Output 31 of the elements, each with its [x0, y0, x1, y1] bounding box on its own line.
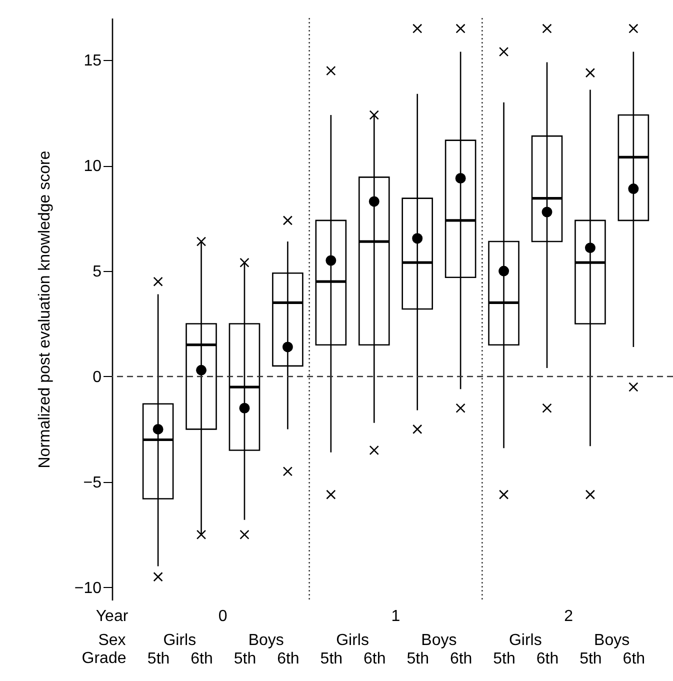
y-tick-label: −5	[83, 474, 102, 492]
text: Grade	[82, 650, 126, 667]
text: 0	[218, 608, 228, 625]
x-tick-label: 5th	[234, 650, 256, 668]
text: Boys	[421, 632, 457, 649]
y-tick-label: 0	[92, 368, 102, 386]
x-tick-label: 5th	[580, 650, 602, 668]
y-tick-label: 10	[84, 158, 102, 176]
text: Boys	[248, 632, 284, 649]
text: Boys	[594, 632, 630, 649]
x-tick-label: 5th	[406, 650, 429, 668]
text: Sex	[98, 632, 126, 649]
text: Year	[96, 608, 129, 625]
x-tick-label: 6th	[190, 650, 213, 668]
x-tick-label: 6th	[277, 650, 300, 668]
x-tick-label: 5th	[493, 650, 516, 668]
x-tick-label: 6th	[450, 650, 472, 668]
text: Girls	[163, 632, 196, 649]
y-tick-label: −10	[74, 580, 102, 597]
y-axis-title: Normalized post evaluation knowledge score	[36, 150, 54, 468]
x-tick-label: 6th	[364, 650, 386, 668]
text: 2	[564, 608, 574, 625]
text: 1	[391, 608, 400, 625]
text: Girls	[336, 632, 369, 649]
text: Girls	[508, 632, 542, 649]
x-tick-label: 6th	[536, 650, 559, 668]
x-tick-label: 5th	[147, 650, 170, 668]
y-tick-label: 5	[92, 264, 102, 281]
y-tick-label: 15	[84, 52, 102, 70]
x-tick-label: 6th	[622, 650, 646, 668]
x-tick-label: 5th	[320, 650, 343, 668]
